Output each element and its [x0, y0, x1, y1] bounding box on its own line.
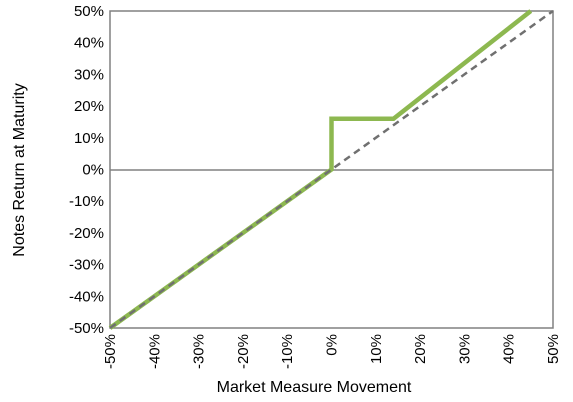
y-axis-title: Notes Return at Maturity — [11, 83, 28, 256]
y-tick-label: -40% — [69, 288, 104, 305]
reference-line-dashed — [109, 9, 554, 330]
x-axis-ticks: -50% -40% -30% -20% -10% 0% 10% 20% 30% 40% 50% — [102, 334, 562, 369]
x-tick-label: -50% — [102, 334, 119, 369]
x-tick-label: 0% — [324, 334, 341, 356]
y-tick-label: -50% — [69, 320, 104, 337]
x-tick-label: 10% — [368, 334, 385, 364]
x-tick-label: 30% — [456, 334, 473, 364]
y-tick-label: 10% — [74, 130, 104, 147]
series-layer — [108, 9, 554, 330]
y-tick-label: 50% — [74, 3, 104, 20]
x-tick-label: -30% — [191, 334, 208, 369]
y-tick-label: 40% — [74, 35, 104, 52]
y-tick-label: -10% — [69, 193, 104, 210]
x-tick-label: 40% — [501, 334, 518, 364]
x-tick-label: 20% — [412, 334, 429, 364]
x-tick-label: -20% — [235, 334, 252, 369]
x-tick-label: 50% — [545, 334, 562, 364]
y-tick-label: 20% — [74, 98, 104, 115]
y-tick-label: 0% — [82, 162, 104, 179]
y-tick-label: 30% — [74, 66, 104, 83]
y-axis-ticks: 50% 40% 30% 20% 10% 0% -10% -20% -30% -40% -50% — [69, 3, 104, 337]
x-tick-label: -40% — [146, 334, 163, 369]
x-tick-label: -10% — [279, 334, 296, 369]
x-axis-title: Market Measure Movement — [217, 379, 412, 396]
y-tick-label: -30% — [69, 257, 104, 274]
y-tick-label: -20% — [69, 225, 104, 242]
